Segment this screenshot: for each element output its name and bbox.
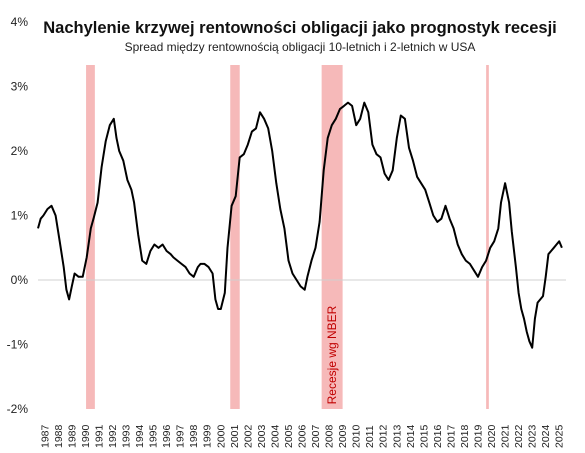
x-tick-label: 2017 <box>445 424 457 448</box>
x-tick-label: 2010 <box>351 424 363 448</box>
recession-label: Recesje wg NBER <box>325 305 339 404</box>
x-tick-label: 2009 <box>337 424 349 448</box>
x-tick-label: 2006 <box>297 424 309 448</box>
x-tick-label: 1989 <box>66 424 78 448</box>
y-tick-label: -1% <box>7 338 29 352</box>
y-tick-label: -2% <box>7 402 29 416</box>
chart-title: Nachylenie krzywej rentowności obligacji… <box>43 19 557 37</box>
recession-band-2 <box>230 65 240 409</box>
series-line-1 <box>37 101 563 349</box>
recession-band-4 <box>486 65 489 409</box>
x-tick-label: 2000 <box>215 424 227 448</box>
y-tick-label: 3% <box>11 80 29 94</box>
chart-subtitle: Spread między rentownością obligacji 10-… <box>125 40 476 54</box>
x-tick-label: 2022 <box>513 424 525 448</box>
y-tick-label: 0% <box>11 273 29 287</box>
y-tick-label: 4% <box>11 15 29 29</box>
x-tick-label: 2024 <box>540 424 552 448</box>
x-tick-label: 2021 <box>500 424 512 448</box>
x-tick-label: 1993 <box>121 424 133 448</box>
y-axis-ticks: 4% 3% 2% 1% 0% -1% -2% <box>7 15 29 416</box>
x-tick-label: 2011 <box>364 425 376 448</box>
x-tick-label: 2001 <box>229 424 241 448</box>
x-tick-label: 1988 <box>53 424 65 448</box>
x-tick-label: 2018 <box>459 424 471 448</box>
x-tick-label: 2019 <box>473 424 485 448</box>
x-tick-label: 2012 <box>378 424 390 448</box>
x-tick-label: 2002 <box>242 424 254 448</box>
x-tick-label: 2005 <box>283 424 295 448</box>
x-tick-label: 1991 <box>93 424 105 448</box>
x-tick-label: 2003 <box>256 424 268 448</box>
x-tick-label: 2015 <box>418 424 430 448</box>
x-tick-label: 2023 <box>527 424 539 448</box>
x-axis-ticks: 1987 1988 1989 1990 1991 1992 1993 1994 1995 1996… <box>39 424 565 448</box>
x-tick-label: 2016 <box>432 424 444 448</box>
x-tick-label: 2014 <box>405 424 417 448</box>
x-tick-label: 1994 <box>134 424 146 448</box>
x-tick-label: 1987 <box>39 424 51 448</box>
x-tick-label: 2004 <box>269 424 281 448</box>
x-tick-label: 1998 <box>188 424 200 448</box>
x-tick-label: 2025 <box>554 424 566 448</box>
x-tick-label: 2008 <box>324 424 336 448</box>
series-lines <box>37 101 563 349</box>
x-tick-label: 2013 <box>391 424 403 448</box>
x-tick-label: 1990 <box>80 424 92 448</box>
x-tick-label: 1992 <box>107 424 119 448</box>
x-tick-label: 1996 <box>161 424 173 448</box>
y-tick-label: 1% <box>11 209 29 223</box>
x-tick-label: 1999 <box>202 424 214 448</box>
x-tick-label: 1995 <box>148 424 160 448</box>
x-tick-label: 2020 <box>486 424 498 448</box>
x-tick-label: 2007 <box>310 424 322 448</box>
y-tick-label: 2% <box>11 144 29 158</box>
x-tick-label: 1997 <box>175 424 187 448</box>
